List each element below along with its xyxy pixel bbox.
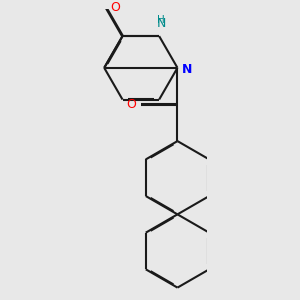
Text: H: H — [157, 15, 165, 25]
Text: O: O — [127, 98, 136, 111]
Text: N: N — [156, 16, 166, 29]
Text: N: N — [182, 63, 192, 76]
Text: O: O — [110, 1, 120, 14]
